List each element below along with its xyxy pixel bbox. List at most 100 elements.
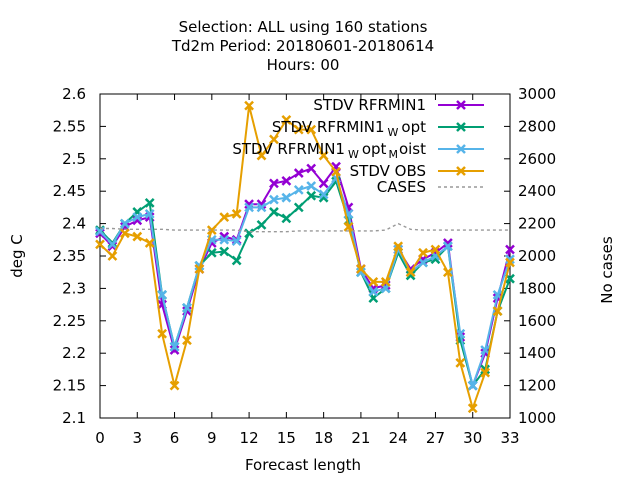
- y-axis-label: deg C: [8, 234, 26, 278]
- x-axis-ticks: 0 3 6 9 12 15 18 21 24 27 30 33: [95, 94, 520, 447]
- series-1-point-15: [281, 213, 292, 224]
- series-3-point-30: [467, 403, 478, 414]
- y-tick-label-9: 2.55: [53, 117, 86, 135]
- y2-tick-label-1: 1200: [518, 377, 556, 395]
- series-3-point-5: [157, 328, 168, 339]
- legend-marker-2: [456, 144, 466, 154]
- series-3-point-26: [418, 247, 428, 258]
- series-3-point-3: [132, 231, 143, 242]
- y-tick-label-1: 2.15: [53, 377, 86, 395]
- series-line-2: [99, 176, 511, 390]
- series-3-point-17: [306, 124, 317, 135]
- series-3-point-32: [492, 306, 503, 316]
- y-tick-label-10: 2.6: [62, 85, 86, 103]
- y-tick-label-4: 2.3: [62, 279, 86, 297]
- series-1-point-18: [318, 192, 329, 203]
- legend-marker-0: [456, 100, 466, 110]
- series-2-point-1: [107, 239, 118, 250]
- series-2-point-22: [368, 286, 379, 297]
- series-3-point-2: [119, 228, 130, 239]
- series-3-point-14: [269, 134, 279, 145]
- series-3-point-28: [442, 267, 453, 278]
- series-3-point-0: [95, 239, 105, 250]
- y2-tick-label-3: 1600: [518, 312, 556, 330]
- series-0-point-15: [281, 175, 292, 186]
- legend-marker-3: [456, 166, 466, 176]
- series-2-point-14: [269, 194, 279, 205]
- y2-tick-label-6: 2200: [518, 215, 556, 233]
- series-1-point-14: [269, 207, 279, 217]
- series-3-point-29: [455, 358, 466, 368]
- series-3-point-20: [343, 221, 354, 232]
- series-3-point-8: [194, 264, 205, 274]
- series-2-point-26: [418, 257, 428, 268]
- series-2-point-16: [293, 185, 304, 195]
- series-3-point-22: [368, 277, 379, 287]
- series-3-point-33: [505, 257, 515, 268]
- series-0-point-14: [269, 178, 279, 189]
- series-1-point-12: [244, 228, 254, 239]
- series-2-point-2: [119, 218, 130, 229]
- series-3-point-4: [144, 238, 155, 248]
- series-2-point-10: [219, 234, 230, 245]
- y-tick-label-7: 2.45: [53, 182, 86, 200]
- series-0-point-16: [293, 168, 304, 178]
- x-tick-label-7: 21: [351, 429, 370, 447]
- series-line-3: [99, 105, 511, 412]
- x-tick-label-6: 18: [314, 429, 333, 447]
- series-3-point-31: [480, 367, 491, 378]
- series-3-point-23: [380, 277, 391, 287]
- series-0-point-0: [95, 228, 105, 239]
- y2-tick-label-8: 2600: [518, 150, 556, 168]
- series-2-point-30: [467, 380, 478, 391]
- y-tick-label-6: 2.4: [62, 215, 86, 233]
- series-3-point-7: [182, 335, 192, 346]
- series-2-point-7: [182, 302, 192, 313]
- series-3-point-25: [405, 267, 416, 278]
- series-line-0: [99, 164, 511, 389]
- y-tick-label-2: 2.2: [62, 344, 86, 362]
- chart-title-line-1: Selection: ALL using 160 stations: [179, 18, 428, 36]
- series-3-point-16: [293, 124, 304, 135]
- series-3-point-1: [107, 251, 118, 261]
- series-2-point-6: [169, 341, 180, 352]
- series-3-point-27: [430, 244, 441, 255]
- series-2-point-12: [244, 202, 254, 213]
- y-tick-label-8: 2.5: [62, 150, 86, 168]
- series-line-4: [100, 222, 510, 233]
- series-3-point-12: [244, 100, 254, 111]
- series-2-point-3: [132, 212, 143, 223]
- chart-title-line-3: Hours: 00: [267, 56, 340, 74]
- series-0-point-18: [318, 178, 329, 189]
- x-tick-label-3: 9: [207, 429, 217, 447]
- series-1-point-16: [293, 202, 304, 213]
- series-3-point-24: [393, 241, 404, 252]
- series-2-point-13: [256, 202, 267, 213]
- series-2-point-4: [144, 208, 155, 219]
- series-1-point-10: [219, 246, 230, 257]
- legend-entry-3: STDV OBS: [350, 162, 484, 180]
- series-2-point-28: [442, 241, 453, 252]
- series-0-point-17: [306, 163, 317, 174]
- x-tick-label-1: 3: [132, 429, 142, 447]
- y2-tick-label-5: 2000: [518, 247, 556, 265]
- series-2-point-15: [281, 192, 292, 203]
- series-2-point-18: [318, 189, 329, 200]
- series-layer: [95, 100, 515, 414]
- series-2-point-17: [306, 181, 317, 191]
- chart-title: Selection: ALL using 160 stations Td2m P…: [171, 18, 434, 74]
- y-tick-label-5: 2.35: [53, 247, 86, 265]
- x-tick-label-10: 30: [463, 429, 482, 447]
- series-2-point-5: [157, 289, 168, 300]
- series-3-point-11: [231, 208, 242, 219]
- y2-tick-label-2: 1400: [518, 344, 556, 362]
- y-tick-label-3: 2.25: [53, 312, 86, 330]
- series-2: [95, 173, 515, 391]
- legend-label-3: STDV OBS: [350, 162, 426, 180]
- x-tick-label-2: 6: [170, 429, 180, 447]
